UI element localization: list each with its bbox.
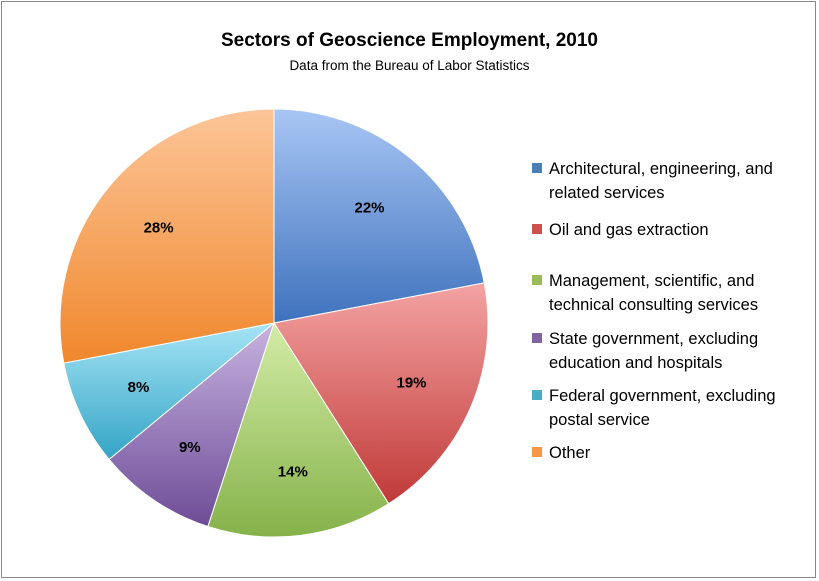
slice-data-label: 8%	[128, 379, 150, 396]
legend-label: Architectural, engineering, and related s…	[549, 157, 811, 205]
legend-swatch	[532, 333, 542, 343]
chart-subtitle: Data from the Bureau of Labor Statistics	[289, 58, 530, 73]
legend-label-line: Oil and gas extraction	[549, 221, 709, 239]
slice-data-label: 9%	[179, 439, 201, 456]
legend-swatch	[532, 224, 542, 234]
slice-data-label: 28%	[144, 220, 174, 237]
pie-slice	[63, 322, 275, 461]
legend-label: Management, scientific, and technical con…	[549, 269, 811, 317]
slice-data-label: 19%	[396, 375, 426, 392]
legend-label-line: education and hospitals	[549, 354, 723, 372]
legend-label: Other	[549, 441, 811, 465]
pie-slice	[108, 321, 276, 528]
legend-swatch	[532, 390, 542, 400]
legend-label-line: Other	[549, 444, 591, 462]
legend-label-line: Federal government, excluding	[549, 387, 776, 405]
legend-label-line: Management, scientific, and	[549, 272, 755, 290]
legend-label: Oil and gas extraction	[549, 218, 811, 242]
legend-swatch	[532, 275, 542, 285]
pie-slice	[273, 282, 489, 505]
legend-label: Federal government, excluding postal serv…	[549, 384, 811, 432]
chart-title: Sectors of Geoscience Employment, 2010	[221, 30, 598, 51]
legend-swatch	[532, 163, 542, 173]
legend-label-line: related services	[549, 184, 665, 202]
slice-data-label: 14%	[278, 464, 308, 481]
legend-label-line: technical consulting services	[549, 296, 759, 314]
slice-data-label: 22%	[354, 200, 384, 217]
legend-label-line: State government, excluding	[549, 330, 759, 348]
pie-slice	[59, 108, 275, 364]
legend-label: State government, excluding education and…	[549, 327, 811, 375]
legend-label-line: postal service	[549, 411, 650, 429]
pie-slice	[273, 108, 485, 324]
pie-slice	[207, 321, 390, 538]
legend-swatch	[532, 447, 542, 457]
legend-label-line: Architectural, engineering, and	[549, 160, 773, 178]
